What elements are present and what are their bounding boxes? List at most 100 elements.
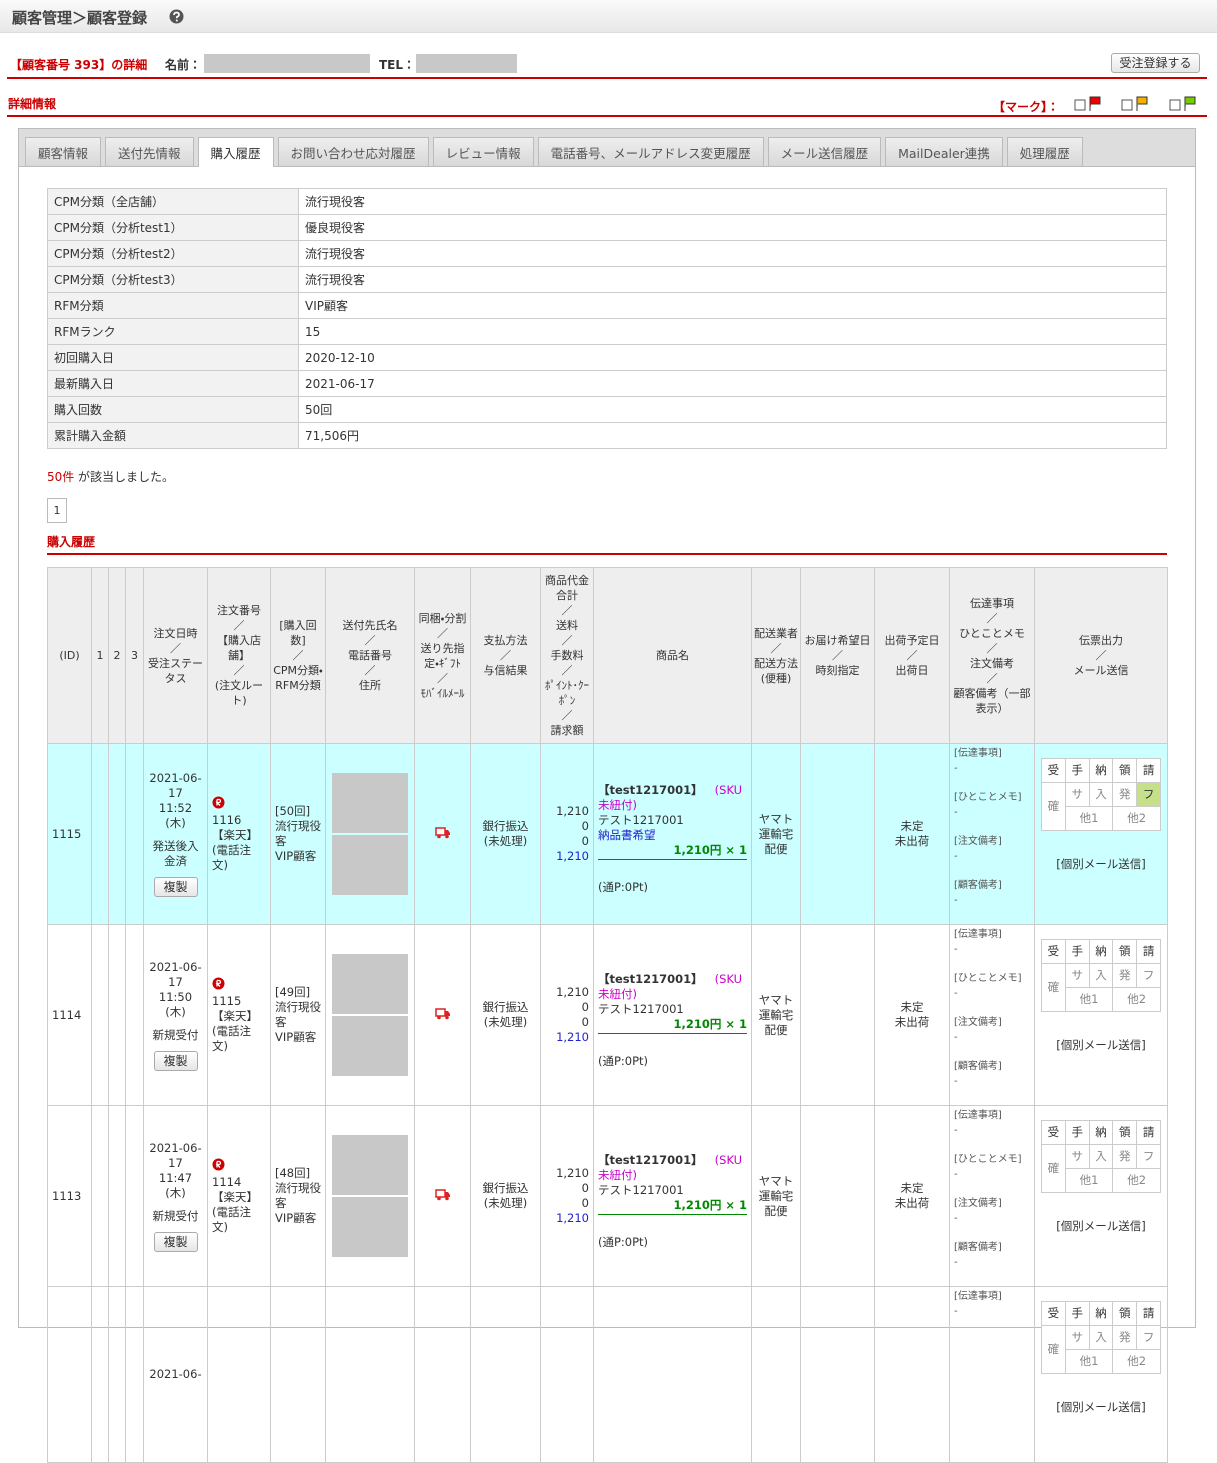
tab[interactable]: MailDealer連携: [885, 137, 1003, 166]
copy-button[interactable]: 複製: [153, 1231, 198, 1252]
tab[interactable]: 電話番号、メールアドレス変更履歴: [537, 137, 764, 166]
stamp[interactable]: 他2: [1112, 806, 1161, 831]
tab[interactable]: 処理履歴: [1006, 137, 1083, 166]
stamp[interactable]: 確: [1041, 1325, 1066, 1374]
order-count: [49回]: [275, 985, 311, 999]
stamp[interactable]: サ: [1064, 963, 1090, 988]
order-register-button[interactable]: 受注登録する: [1111, 53, 1200, 73]
mail-link[interactable]: [個別メール送信]: [1056, 857, 1146, 871]
stamp[interactable]: フ: [1136, 1144, 1161, 1169]
cell: 銀行振込 (未処理): [470, 924, 541, 1106]
amount: 0: [581, 834, 589, 848]
stamp[interactable]: 請: [1136, 1301, 1161, 1326]
stamp[interactable]: 受: [1041, 1301, 1066, 1326]
column-header: お届け希望日 ／ 時刻指定: [800, 567, 875, 744]
rakuten-icon: [212, 796, 225, 808]
stamp[interactable]: 領: [1112, 1301, 1138, 1326]
summary-label: CPM分類（分析test3）: [47, 266, 299, 293]
stamp[interactable]: 納: [1088, 939, 1114, 964]
memo-line: [顧客備考]: [954, 1242, 1002, 1253]
stamp[interactable]: 発: [1112, 782, 1138, 807]
divider: [7, 77, 1207, 79]
tab[interactable]: 顧客情報: [25, 137, 102, 166]
stamp[interactable]: 他1: [1064, 1168, 1114, 1193]
column-header: 注文日時 ／ 受注ステータス: [143, 567, 208, 744]
stamp[interactable]: 発: [1112, 963, 1138, 988]
redacted-address: [332, 1197, 408, 1257]
summary-row: CPM分類（分析test2） 流行現役客: [47, 240, 1167, 267]
stamp[interactable]: 納: [1088, 1120, 1114, 1145]
stamp[interactable]: サ: [1064, 1325, 1090, 1350]
memo-line: -: [954, 1306, 958, 1317]
page-link[interactable]: 1: [47, 498, 67, 523]
tab[interactable]: レビュー情報: [432, 137, 534, 166]
stamp[interactable]: 領: [1112, 758, 1138, 783]
stamp[interactable]: 領: [1112, 939, 1138, 964]
cell: [414, 743, 471, 925]
tab[interactable]: 送付先情報: [105, 137, 194, 166]
product-code: 【test1217001】: [598, 783, 703, 797]
stamp[interactable]: 発: [1112, 1144, 1138, 1169]
stamp[interactable]: 他2: [1112, 1168, 1161, 1193]
stamp[interactable]: 発: [1112, 1325, 1138, 1350]
cell: [91, 743, 109, 925]
tab[interactable]: お問い合わせ応対履歴: [277, 137, 429, 166]
stamp[interactable]: 入: [1088, 963, 1114, 988]
sku: (SKU未紐付): [598, 971, 743, 1001]
copy-button[interactable]: 複製: [153, 1050, 198, 1071]
mail-link[interactable]: [個別メール送信]: [1056, 1038, 1146, 1052]
mail-link[interactable]: [個別メール送信]: [1056, 1400, 1146, 1414]
stamp[interactable]: サ: [1064, 1144, 1090, 1169]
order-status: 新規受付: [152, 1208, 199, 1223]
mail-link[interactable]: [個別メール送信]: [1056, 1219, 1146, 1233]
order-rfm: VIP顧客: [275, 849, 317, 863]
stamp[interactable]: 手: [1064, 758, 1090, 783]
stamp[interactable]: フ: [1136, 1325, 1161, 1350]
stamp[interactable]: 手: [1064, 1301, 1090, 1326]
stamp[interactable]: 入: [1088, 782, 1114, 807]
column-header: 2: [108, 567, 126, 744]
name-label: 名前：: [165, 58, 202, 72]
help-icon[interactable]: [169, 9, 184, 24]
stamp-row: 確サ入発フ: [1041, 782, 1161, 831]
stamp[interactable]: 他1: [1064, 987, 1114, 1012]
mark-flags[interactable]: [1074, 95, 1204, 113]
stamp[interactable]: 確: [1041, 963, 1066, 1012]
stamp[interactable]: 入: [1088, 1144, 1114, 1169]
cell: [125, 743, 144, 925]
order-shop: 【楽天】: [212, 1008, 258, 1023]
order-route: (電話注文): [212, 1023, 251, 1053]
stamp[interactable]: 受: [1041, 758, 1066, 783]
stamp[interactable]: フ: [1136, 782, 1161, 807]
stamp[interactable]: 受: [1041, 939, 1066, 964]
copy-button[interactable]: 複製: [153, 877, 198, 897]
cell: 1115: [47, 743, 92, 925]
stamp[interactable]: 請: [1136, 758, 1161, 783]
stamp[interactable]: 納: [1088, 758, 1114, 783]
order-date: 2021-06-17: [149, 771, 202, 800]
stamp[interactable]: 手: [1064, 1120, 1090, 1145]
cell: [414, 1286, 471, 1463]
stamp[interactable]: 請: [1136, 1120, 1161, 1145]
cell: 受手納領請確サ入発フ他1 他2 [個別メール送信]: [1034, 743, 1168, 925]
stamp[interactable]: 受: [1041, 1120, 1066, 1145]
stamp[interactable]: 他1: [1064, 806, 1114, 831]
stamp[interactable]: 入: [1088, 1325, 1114, 1350]
stamp[interactable]: 他2: [1112, 1349, 1161, 1374]
stamp[interactable]: 納: [1088, 1301, 1114, 1326]
stamp[interactable]: 領: [1112, 1120, 1138, 1145]
order-time: 11:50: [158, 989, 193, 1004]
tab[interactable]: メール送信履歴: [767, 137, 882, 166]
stamp[interactable]: フ: [1136, 963, 1161, 988]
column-header: [購入回数] ／ CPM分類・RFM分類: [270, 567, 326, 744]
stamp[interactable]: 確: [1041, 1144, 1066, 1193]
redacted-name: [332, 1135, 408, 1195]
stamp[interactable]: 他1: [1064, 1349, 1114, 1374]
tab[interactable]: 購入履歴: [197, 137, 274, 167]
stamp[interactable]: 請: [1136, 939, 1161, 964]
stamp[interactable]: 確: [1041, 782, 1066, 831]
stamp[interactable]: 手: [1064, 939, 1090, 964]
order-count: [48回]: [275, 1166, 311, 1180]
stamp[interactable]: 他2: [1112, 987, 1161, 1012]
stamp[interactable]: サ: [1064, 782, 1090, 807]
